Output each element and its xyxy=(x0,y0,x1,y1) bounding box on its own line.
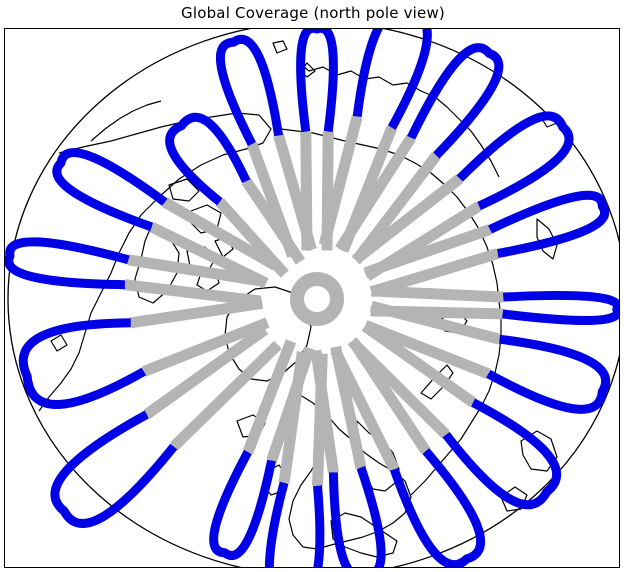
coverage-track-loop xyxy=(5,237,130,290)
overlap-track-segment xyxy=(321,131,334,251)
coverage-track-loop xyxy=(296,29,338,133)
overlap-track-segment xyxy=(361,321,477,407)
plot-title: Global Coverage (north pole view) xyxy=(181,4,445,22)
coverage-track-loop xyxy=(50,410,178,528)
overlap-track-segment xyxy=(371,285,504,303)
coverage-track-loop xyxy=(165,112,251,206)
overlap-track-segment xyxy=(348,337,450,439)
coverage-track-loop xyxy=(352,29,432,130)
coverage-track-loop xyxy=(389,448,486,567)
overlap-track-segment xyxy=(278,351,308,484)
overlap-track-segment xyxy=(330,348,400,472)
overlap-track-segment xyxy=(124,279,262,307)
overlap-track-segment xyxy=(143,325,269,419)
coverage-track-loop xyxy=(407,43,504,159)
coverage-track-loop xyxy=(488,190,610,258)
overlap-track-segment xyxy=(370,305,503,320)
overlap-track-segment xyxy=(242,339,297,454)
coverage-track-loop xyxy=(18,318,147,409)
overlap-track-segment xyxy=(162,197,279,271)
coverage-track-loop xyxy=(502,290,619,325)
coverage-track-loop xyxy=(328,466,386,567)
coverage-track-loop xyxy=(456,111,574,211)
overlap-track-segment xyxy=(369,248,500,298)
coastline-japan xyxy=(536,218,558,260)
coverage-track-loop xyxy=(264,481,325,567)
overlap-track-segment xyxy=(169,340,282,451)
polar-map xyxy=(5,29,619,567)
overlap-track-segment xyxy=(351,152,441,264)
coastline-aleutians xyxy=(90,100,162,142)
overlap-track-segment xyxy=(273,133,317,252)
overlap-track-segment xyxy=(241,178,306,265)
overlap-track-segment xyxy=(129,297,264,329)
ground-tracks xyxy=(5,29,619,567)
coverage-track-loop xyxy=(52,148,168,232)
overlap-track-segment xyxy=(335,134,416,252)
overlap-track-segment xyxy=(310,349,339,474)
overlap-track-segment xyxy=(364,201,482,281)
pole-coverage-ring xyxy=(290,272,344,326)
coverage-track-loop xyxy=(442,398,562,510)
coverage-track-loop xyxy=(486,334,611,414)
overlap-track-segment xyxy=(141,317,270,377)
coverage-track-loop xyxy=(215,34,284,147)
overlap-track-segment xyxy=(127,254,264,287)
coastline-hudson-bay xyxy=(134,226,180,304)
coverage-track-loop xyxy=(209,449,277,560)
map-frame xyxy=(4,28,620,568)
overlap-track-segment xyxy=(363,320,491,379)
